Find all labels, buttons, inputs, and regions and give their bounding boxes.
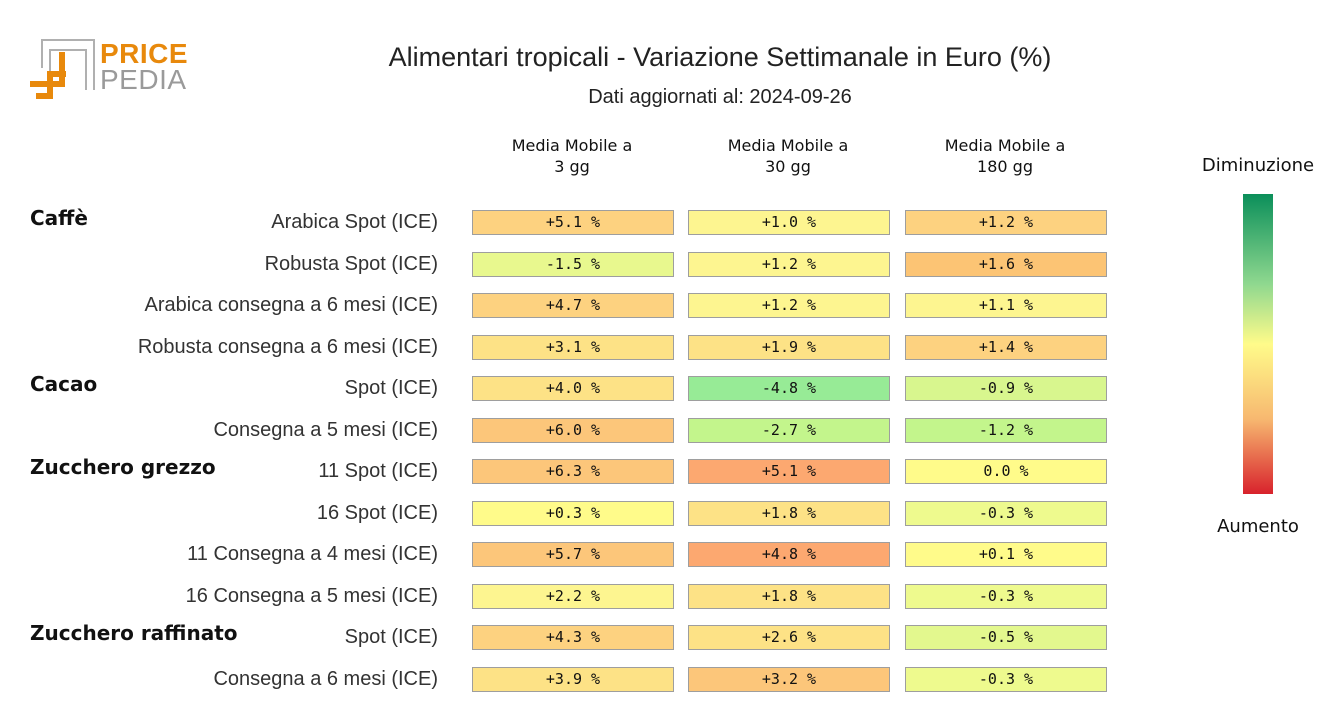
heatmap-cell: -0.3 %: [905, 501, 1107, 526]
heatmap-cell: +2.6 %: [688, 625, 890, 650]
column-header: Media Mobile a 30 gg: [687, 135, 889, 177]
heatmap-cell: -0.3 %: [905, 667, 1107, 692]
logo-text-pedia: PEDIA: [100, 64, 187, 95]
heatmap-cell: -1.5 %: [472, 252, 674, 277]
heatmap-cell: -1.2 %: [905, 418, 1107, 443]
heatmap-cell: +1.6 %: [905, 252, 1107, 277]
heatmap-cell: +1.4 %: [905, 335, 1107, 360]
heatmap-cell: -4.8 %: [688, 376, 890, 401]
column-header-line1: Media Mobile a: [727, 136, 849, 155]
row-label: Arabica consegna a 6 mesi (ICE): [144, 294, 438, 316]
heatmap-cell: +1.2 %: [688, 252, 890, 277]
legend-top-label: Diminuzione: [1201, 155, 1315, 176]
row-label: 11 Spot (ICE): [318, 460, 438, 482]
chart-title: Alimentari tropicali - Variazione Settim…: [388, 42, 1052, 72]
row-label: Spot (ICE): [344, 377, 438, 399]
row-label: Spot (ICE): [344, 626, 438, 648]
heatmap-cell: +5.1 %: [688, 459, 890, 484]
group-label: Cacao: [30, 372, 98, 396]
heatmap-cell: +1.9 %: [688, 335, 890, 360]
heatmap-cell: +1.8 %: [688, 584, 890, 609]
heatmap-cell: +0.1 %: [905, 542, 1107, 567]
row-label: Robusta consegna a 6 mesi (ICE): [137, 336, 438, 358]
heatmap-cell: +1.2 %: [905, 210, 1107, 235]
column-header-line2: 30 gg: [765, 157, 811, 176]
chart-subtitle: Dati aggiornati al: 2024-09-26: [588, 86, 852, 108]
group-label: Zucchero raffinato: [30, 621, 238, 645]
heatmap-cell: -0.5 %: [905, 625, 1107, 650]
group-label: Zucchero grezzo: [30, 455, 216, 479]
legend-bottom-label: Aumento: [1217, 516, 1299, 537]
heatmap-cell: +1.8 %: [688, 501, 890, 526]
column-header-line2: 3 gg: [554, 157, 590, 176]
group-label: Caffè: [30, 206, 88, 230]
logo-mark-icon: [30, 39, 95, 99]
heatmap-cell: 0.0 %: [905, 459, 1107, 484]
heatmap-cell: +1.2 %: [688, 293, 890, 318]
heatmap-cell: +4.7 %: [472, 293, 674, 318]
row-label: Robusta Spot (ICE): [264, 253, 438, 275]
heatmap-cell: +4.8 %: [688, 542, 890, 567]
row-label: 11 Consegna a 4 mesi (ICE): [187, 543, 438, 565]
column-header: Media Mobile a 180 gg: [904, 135, 1106, 177]
heatmap-cell: +5.7 %: [472, 542, 674, 567]
heatmap-cell: +3.9 %: [472, 667, 674, 692]
column-header-line2: 180 gg: [977, 157, 1033, 176]
legend-colorbar: [1243, 194, 1273, 494]
heatmap-cell: +6.3 %: [472, 459, 674, 484]
column-header-line1: Media Mobile a: [511, 136, 633, 155]
row-label: 16 Consegna a 5 mesi (ICE): [185, 585, 438, 607]
heatmap-cell: +5.1 %: [472, 210, 674, 235]
heatmap-cell: +3.1 %: [472, 335, 674, 360]
heatmap-cell: +4.3 %: [472, 625, 674, 650]
heatmap-cell: +4.0 %: [472, 376, 674, 401]
logo-text-price: PRICE: [100, 38, 189, 69]
pricepedia-logo: PRICE PEDIA: [28, 38, 188, 110]
heatmap-cell: +0.3 %: [472, 501, 674, 526]
heatmap-cell: +1.1 %: [905, 293, 1107, 318]
heatmap-cell: +6.0 %: [472, 418, 674, 443]
heatmap-cell: +3.2 %: [688, 667, 890, 692]
heatmap-cell: -0.3 %: [905, 584, 1107, 609]
column-header: Media Mobile a 3 gg: [471, 135, 673, 177]
row-label: Consegna a 5 mesi (ICE): [213, 419, 438, 441]
column-header-line1: Media Mobile a: [944, 136, 1066, 155]
heatmap-cell: -0.9 %: [905, 376, 1107, 401]
heatmap-cell: +2.2 %: [472, 584, 674, 609]
row-label: 16 Spot (ICE): [316, 502, 438, 524]
heatmap-cell: +1.0 %: [688, 210, 890, 235]
row-label: Consegna a 6 mesi (ICE): [213, 668, 438, 690]
row-label: Arabica Spot (ICE): [271, 211, 438, 233]
heatmap-cell: -2.7 %: [688, 418, 890, 443]
